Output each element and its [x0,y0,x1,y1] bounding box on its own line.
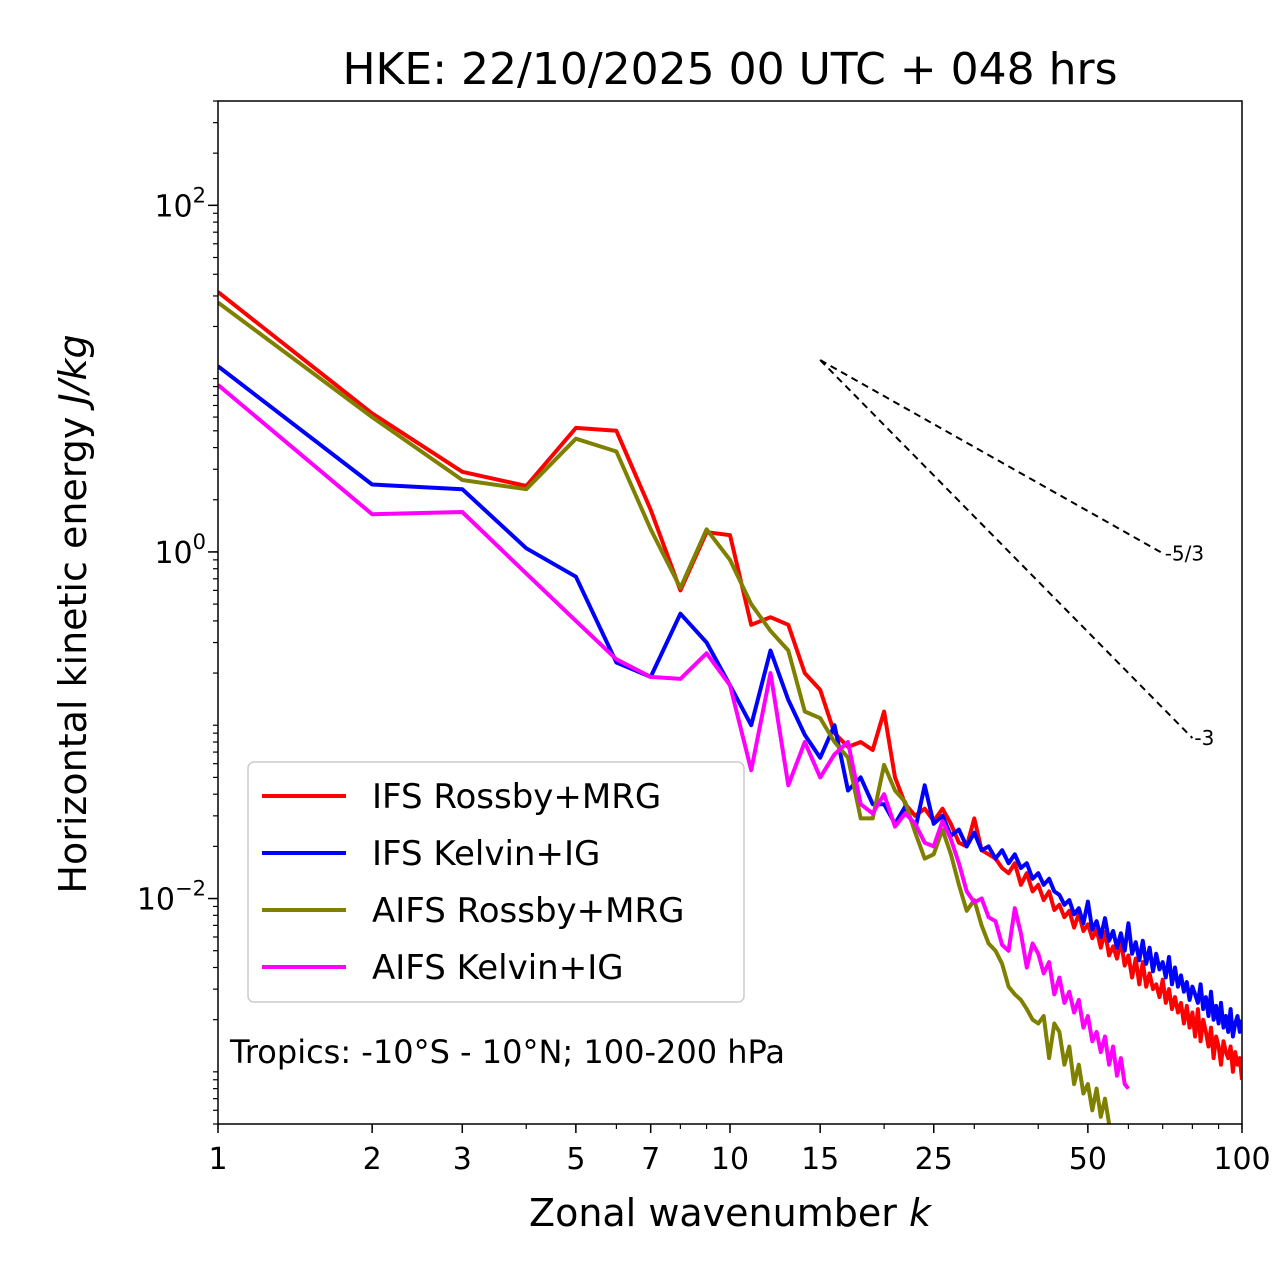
x-tick-label: 3 [453,1142,472,1177]
x-tick-label: 10 [711,1142,749,1177]
x-tick-label: 100 [1213,1142,1270,1177]
legend-box [247,761,745,1003]
axis-ticks: 1 2 3 5 7 10 15 25 50 100 102 100 10−2 [137,100,1271,1177]
x-axis-label: Zonal wavenumber k [529,1191,933,1235]
y-tick-label: 102 [154,183,206,224]
x-axis-label-main: Zonal wavenumber [529,1191,909,1235]
x-axis-label-var: k [909,1191,933,1235]
reference-slope-label-0: -5/3 [1165,541,1204,565]
y-axis-label-main: Horizontal kinetic energy [51,405,95,894]
x-tick-label: 2 [363,1142,382,1177]
series-line-3 [218,383,1130,1090]
y-axis-label-unit: J/kg [51,334,95,411]
series-line-2 [218,300,1112,1124]
region-annotation: Tropics: -10°S - 10°N; 100-200 hPa [229,1033,785,1071]
reference-slope-line-1 [819,359,1194,739]
series-layer [218,290,1242,1124]
legend: IFS Rossby+MRG IFS Kelvin+IG AIFS Rossby+M… [247,761,745,1003]
x-tick-label: 1 [208,1142,227,1177]
series-line-0 [218,290,1242,1081]
plot-frame [217,100,1243,1125]
legend-label-0: IFS Rossby+MRG [372,777,661,817]
reference-slope-line-0 [819,359,1164,555]
x-tick-label: 15 [801,1142,839,1177]
x-tick-label: 5 [566,1142,585,1177]
reference-slopes: -5/3 -3 [819,359,1214,750]
legend-label-1: IFS Kelvin+IG [372,834,600,874]
legend-label-3: AIFS Kelvin+IG [372,948,624,988]
x-tick-label: 50 [1069,1142,1107,1177]
y-tick-label: 100 [154,530,206,571]
y-axis-label: Horizontal kinetic energy J/kg [51,334,95,893]
chart-title: HKE: 22/10/2025 00 UTC + 048 hrs [342,44,1117,95]
reference-slope-label-1: -3 [1194,726,1214,750]
x-tick-label: 7 [641,1142,660,1177]
legend-label-2: AIFS Rossby+MRG [372,891,684,931]
x-tick-label: 25 [915,1142,953,1177]
y-tick-label: 10−2 [137,877,206,918]
